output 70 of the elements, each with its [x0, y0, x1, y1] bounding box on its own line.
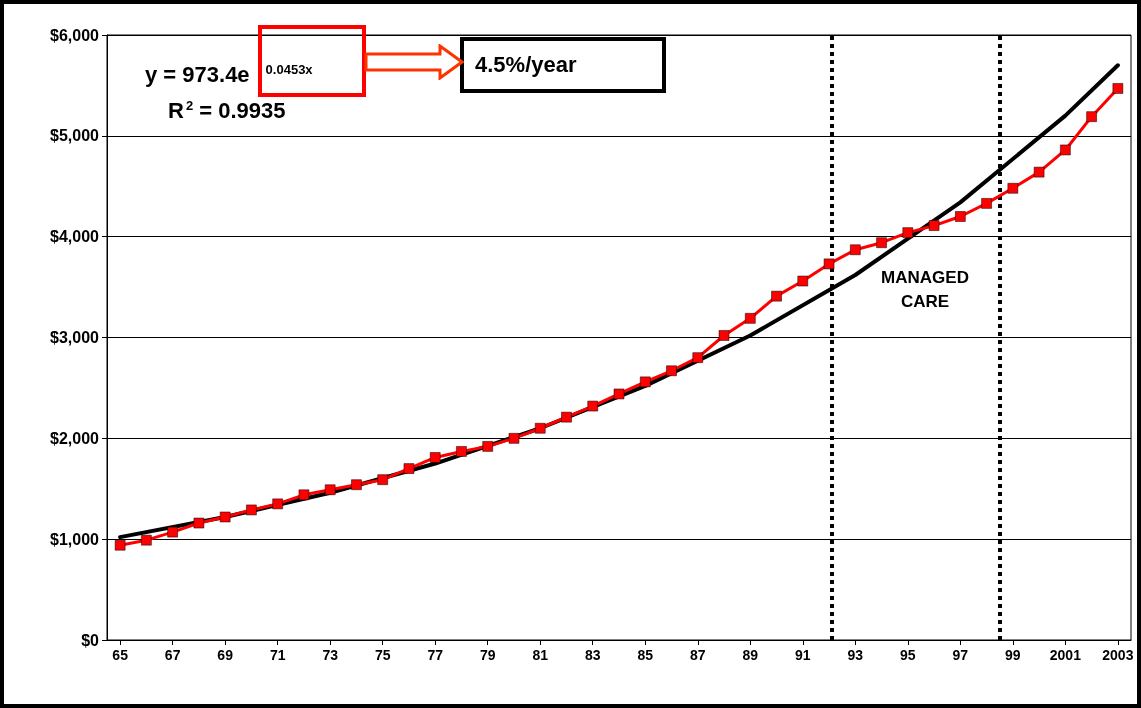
point: [561, 411, 572, 423]
x-tick-label: 91: [795, 647, 811, 663]
point: [403, 463, 415, 474]
point: [928, 220, 940, 231]
point: [219, 511, 231, 523]
x-tick-label: 65: [112, 647, 129, 663]
point: [324, 484, 336, 496]
point: [193, 517, 205, 529]
x-tick-label: 75: [374, 647, 391, 663]
y-tick-label: $1,000: [50, 530, 100, 548]
point: [482, 441, 493, 452]
point: [167, 526, 178, 538]
point: [351, 479, 362, 490]
point: [246, 504, 257, 516]
point: [850, 244, 861, 256]
point: [456, 446, 467, 457]
point: [692, 352, 704, 363]
x-tick-label: 71: [269, 647, 286, 663]
point: [429, 452, 441, 463]
x-tick-label: 77: [427, 647, 444, 663]
point: [666, 365, 677, 377]
y-tick-label: $6,000: [50, 26, 100, 44]
point: [640, 376, 651, 388]
x-tick-label: 81: [532, 647, 549, 663]
y-tick-label: $0: [81, 631, 100, 649]
point: [298, 489, 310, 501]
x-tick-label: 73: [322, 647, 339, 663]
point: [718, 330, 730, 341]
annotation: MANAGED CARE: [881, 267, 969, 311]
point: [745, 313, 756, 324]
point: [272, 498, 283, 510]
x-tick-label: 87: [689, 647, 706, 663]
annotation: y = 973.4e$^{0.0453x}$: [145, 61, 313, 90]
x-tick-label: 85: [637, 647, 654, 663]
x-tick-label: 79: [479, 647, 496, 663]
y-tick-label: $5,000: [50, 127, 100, 145]
y-tick-label: $2,000: [50, 429, 100, 447]
annotation: R$^{2}$ = 0.9935: [168, 97, 286, 126]
point: [1086, 111, 1097, 122]
point: [508, 433, 520, 444]
x-tick-label: 95: [900, 647, 916, 663]
point: [823, 258, 835, 270]
x-tick-label: 69: [217, 647, 234, 663]
x-tick-label: 99: [1005, 647, 1021, 663]
point: [534, 423, 546, 434]
x-tick-label: 83: [584, 647, 601, 663]
point: [955, 211, 966, 222]
point: [771, 290, 782, 302]
point: [902, 227, 914, 238]
y-tick-label: $4,000: [50, 228, 100, 246]
x-tick-label: 97: [952, 647, 969, 663]
x-tick-label: 67: [164, 647, 181, 663]
point: [141, 534, 152, 546]
point: [613, 388, 625, 400]
point: [1007, 183, 1019, 194]
annotation: 4.5%/year: [475, 51, 577, 79]
point: [981, 198, 992, 209]
x-tick-label: 89: [742, 647, 759, 663]
x-tick-label: 2001: [1049, 647, 1082, 663]
point: [587, 400, 598, 412]
x-tick-label: 93: [847, 647, 864, 663]
point: [377, 474, 388, 485]
point: [1033, 166, 1045, 178]
point: [1112, 83, 1124, 94]
y-tick-label: $3,000: [50, 329, 100, 346]
point: [114, 539, 126, 551]
point: [797, 275, 809, 287]
x-tick-label: 2003: [1102, 647, 1134, 663]
point: [1060, 144, 1071, 156]
point: [876, 237, 887, 248]
